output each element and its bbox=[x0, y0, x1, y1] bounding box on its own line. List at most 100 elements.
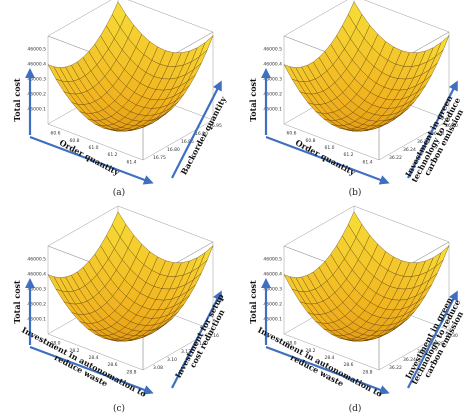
z-tick-label: 46000.1 bbox=[263, 107, 282, 113]
y-tick-label: 3.16 bbox=[209, 333, 219, 339]
panel-b: 46000.5 46000.4 46000.3 46000.2 46000.1 60.6 6… bbox=[248, 0, 465, 198]
panel-c-panel-label: (c) bbox=[113, 403, 125, 414]
panel-d-panel-label: (d) bbox=[349, 403, 362, 414]
x-tick-label: 60.6 bbox=[286, 131, 296, 137]
y-axis-arrow bbox=[407, 290, 458, 389]
panel-a-panel-label: (a) bbox=[113, 187, 125, 198]
x-axis-arrow bbox=[29, 345, 154, 395]
y-tick-label: 36.26 bbox=[417, 349, 430, 355]
z-tick-label: 46000.3 bbox=[27, 77, 46, 83]
z-tick-label: 46000.4 bbox=[27, 62, 46, 68]
z-tick-label: 46000.2 bbox=[27, 302, 46, 308]
x-tick-label: 28.8 bbox=[362, 369, 372, 375]
x-tick-label: 60.8 bbox=[69, 138, 79, 144]
box-edge bbox=[127, 0, 214, 33]
y-tick-label: 16.85 bbox=[181, 139, 194, 145]
y-tick-label: 36.30 bbox=[445, 123, 458, 129]
x-axis-arrow bbox=[265, 135, 390, 185]
x-tick-label: 28.8 bbox=[126, 369, 136, 375]
panel-c: 46000.5 46000.4 46000.3 46000.2 46000.1 28.0 2… bbox=[12, 205, 227, 414]
surface-patch bbox=[283, 64, 299, 82]
y-tick-label: 3.10 bbox=[167, 357, 177, 363]
x-tick-label: 61.4 bbox=[362, 159, 372, 165]
x-tick-label: 61.4 bbox=[126, 159, 136, 165]
panel-c-surface bbox=[47, 211, 214, 342]
panel-d-zlabel: Total cost bbox=[248, 280, 258, 324]
x-tick-label: 61.2 bbox=[343, 152, 353, 158]
box-edge bbox=[117, 205, 214, 243]
y-tick-label: 3.08 bbox=[153, 365, 163, 371]
panel-a-surface bbox=[47, 1, 214, 132]
z-tick-label: 46000.3 bbox=[263, 77, 282, 83]
y-tick-label: 16.80 bbox=[167, 147, 180, 153]
x-tick-label: 28.2 bbox=[305, 348, 315, 354]
y-tick-label: 36.28 bbox=[431, 341, 444, 347]
box-edge bbox=[142, 119, 214, 161]
z-tick-label: 46000.5 bbox=[263, 257, 282, 263]
box-edge bbox=[378, 119, 450, 161]
box-edge bbox=[283, 123, 380, 161]
x-tick-label: 28.6 bbox=[343, 362, 353, 368]
box-edge bbox=[47, 205, 119, 247]
box-edge bbox=[353, 205, 450, 243]
y-axis-arrow bbox=[171, 290, 222, 389]
panel-d-arrows bbox=[261, 278, 458, 395]
z-tick-label: 46000.1 bbox=[27, 107, 46, 113]
z-tick-label: 46000.4 bbox=[27, 272, 46, 278]
x-tick-label: 28.4 bbox=[88, 355, 98, 361]
panel-d-surface bbox=[283, 211, 450, 342]
panel-d-ylabel-line-2: technology to reduce bbox=[409, 298, 462, 386]
z-tick-label: 46000.4 bbox=[263, 62, 282, 68]
z-tick-label: 46000.5 bbox=[27, 257, 46, 263]
x-tick-label: 28.0 bbox=[50, 341, 60, 347]
y-tick-label: 36.26 bbox=[417, 139, 430, 145]
z-tick-label: 46000.5 bbox=[27, 47, 46, 53]
panel-a-zlabel: Total cost bbox=[12, 78, 22, 122]
surface-patch bbox=[47, 274, 63, 292]
box-edge bbox=[142, 329, 214, 371]
z-tick-label: 46000.5 bbox=[263, 47, 282, 53]
y-tick-label: 36.24 bbox=[403, 147, 416, 153]
y-tick-label: 16.90 bbox=[195, 131, 208, 137]
x-axis-arrow bbox=[29, 135, 154, 185]
panel-a-arrows bbox=[25, 68, 222, 185]
x-tick-label: 60.8 bbox=[305, 138, 315, 144]
x-tick-label: 61.0 bbox=[88, 145, 98, 151]
z-tick-label: 46000.2 bbox=[263, 92, 282, 98]
box-edge bbox=[47, 333, 144, 371]
panel-a-ticks: 46000.5 46000.4 46000.3 46000.2 46000.1 60.6 6… bbox=[27, 47, 222, 166]
box-edge bbox=[378, 329, 450, 371]
panel-c-arrows bbox=[25, 278, 222, 395]
y-tick-label: 16.75 bbox=[153, 155, 166, 161]
panel-b-zlabel: Total cost bbox=[248, 78, 258, 122]
x-tick-label: 28.2 bbox=[69, 348, 79, 354]
panel-c-zlabel: Total cost bbox=[12, 280, 22, 324]
x-tick-label: 61.2 bbox=[107, 152, 117, 158]
x-tick-label: 28.4 bbox=[324, 355, 334, 361]
surface-patch bbox=[47, 64, 63, 82]
y-axis-arrow bbox=[171, 80, 222, 179]
z-tick-label: 46000.2 bbox=[27, 92, 46, 98]
y-tick-label: 36.22 bbox=[389, 155, 402, 161]
panel-b-ticks: 46000.5 46000.4 46000.3 46000.2 46000.1 60.6 6… bbox=[263, 47, 458, 166]
x-tick-label: 61.0 bbox=[324, 145, 334, 151]
z-tick-label: 46000.4 bbox=[263, 272, 282, 278]
box-edge bbox=[47, 123, 144, 161]
box-edge bbox=[47, 0, 112, 37]
panel-b-arrows bbox=[261, 68, 458, 185]
y-axis-arrow bbox=[407, 80, 458, 179]
y-tick-label: 36.22 bbox=[389, 365, 402, 371]
x-tick-label: 28.0 bbox=[286, 341, 296, 347]
z-tick-label: 46000.1 bbox=[27, 317, 46, 323]
y-tick-label: 16.95 bbox=[209, 123, 222, 129]
z-tick-label: 46000.1 bbox=[263, 317, 282, 323]
box-edge bbox=[363, 0, 450, 33]
panel-d: 46000.5 46000.4 46000.3 46000.2 46000.1 28.0 2… bbox=[248, 205, 465, 414]
panel-b-panel-label: (b) bbox=[349, 187, 362, 198]
box-edge bbox=[283, 0, 348, 37]
x-tick-label: 60.6 bbox=[50, 131, 60, 137]
surface-patch bbox=[283, 274, 299, 292]
x-tick-label: 28.6 bbox=[107, 362, 117, 368]
panel-b-surface bbox=[283, 1, 450, 132]
